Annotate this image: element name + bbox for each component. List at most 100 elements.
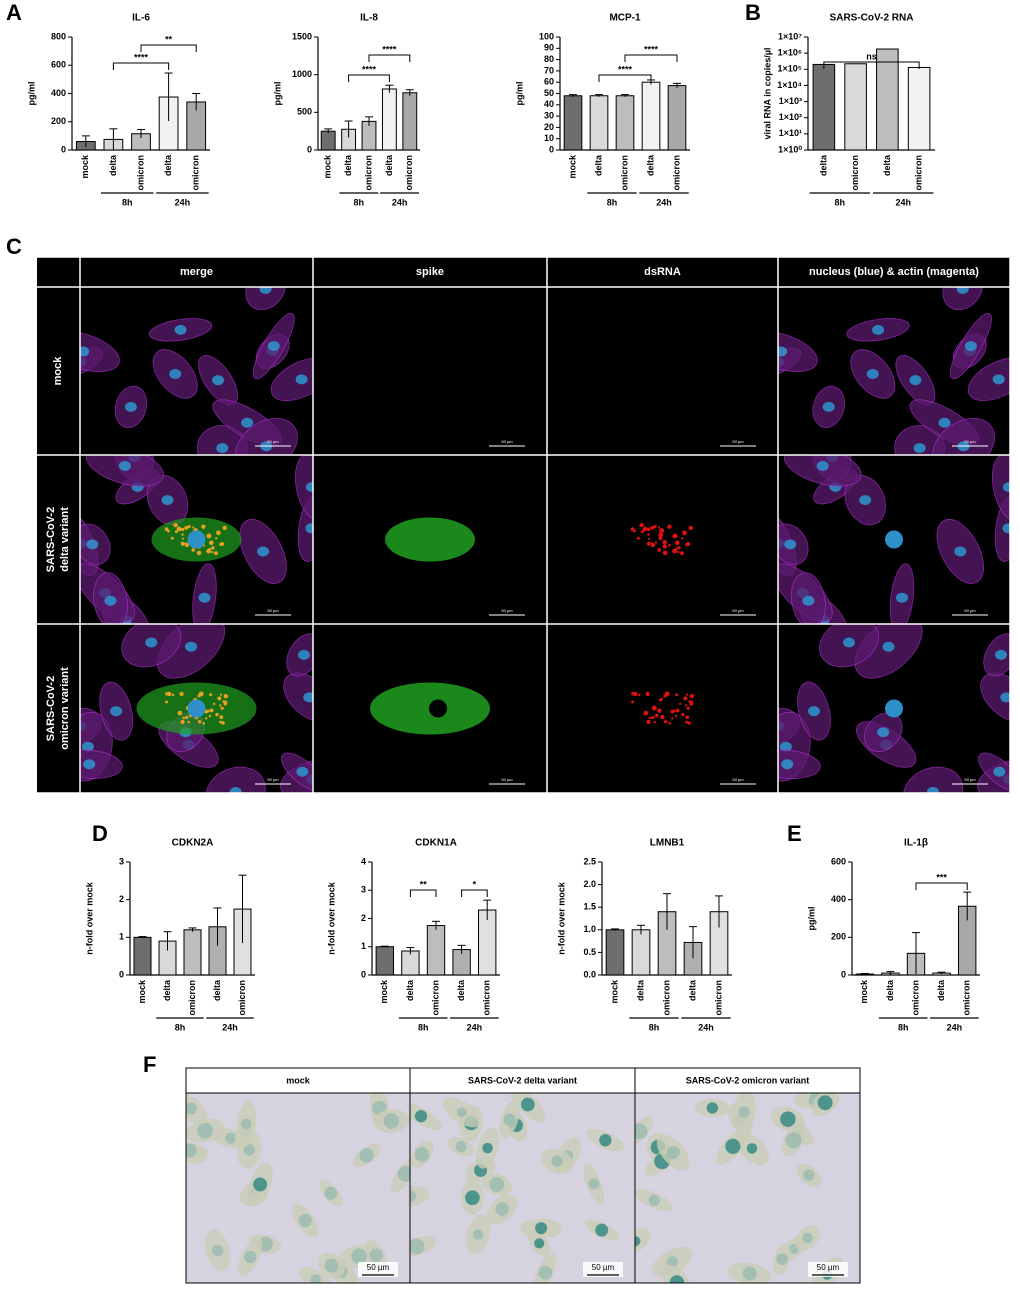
dsrna-signal: [685, 542, 689, 547]
dsrna-signal: [167, 529, 170, 533]
column-header: SARS-CoV-2 delta variant: [468, 1075, 577, 1085]
dsrna-signal: [662, 539, 667, 545]
dsrna-signal: [647, 537, 651, 540]
dsrna-signal: [196, 550, 202, 556]
nucleus: [778, 346, 788, 357]
bar: [589, 95, 609, 151]
y-tick-label: 60: [544, 77, 554, 87]
y-tick-label: 10: [544, 133, 554, 143]
significance-bracket: [409, 889, 437, 897]
chart-title: IL-8: [360, 13, 378, 24]
x-tick-label: omicron: [910, 980, 920, 1016]
dsrna-signal: [174, 530, 178, 534]
nucleus: [259, 287, 272, 294]
bar: [402, 92, 418, 151]
dsrna-signal: [685, 720, 688, 724]
scale-bar-label: 50 µm: [367, 1263, 390, 1272]
chart-title: LMNB1: [650, 838, 685, 849]
dsrna-signal: [222, 525, 227, 531]
dsrna-signal: [182, 716, 185, 720]
dsrna-signal: [221, 721, 225, 725]
nucleus: [118, 460, 131, 471]
dsrna-signal: [636, 536, 640, 540]
nucleus: [635, 1123, 648, 1140]
nucleus: [1002, 482, 1010, 493]
scale-box: [808, 1262, 848, 1277]
nucleus: [324, 1258, 339, 1273]
dsrna-signal: [651, 715, 655, 719]
dsrna-signal: [197, 719, 202, 724]
dsrna-signal: [687, 721, 691, 725]
nucleus: [241, 417, 254, 428]
dsrna-signal: [176, 526, 182, 532]
dsrna-signal: [184, 525, 189, 530]
dsrna-signal: [683, 696, 688, 701]
scale-box: [583, 1262, 623, 1277]
bar: [381, 88, 397, 151]
group-label: 24h: [222, 1022, 238, 1032]
dsrna-signal: [664, 691, 670, 697]
nucleus: [414, 1147, 430, 1162]
nucleus: [305, 482, 313, 493]
micrograph-content: [385, 517, 475, 562]
nucleus: [535, 1222, 548, 1235]
dsrna-signal: [209, 540, 214, 545]
nucleus: [802, 1232, 813, 1244]
y-axis-label: pg/ml: [26, 82, 36, 106]
dsrna-signal: [637, 693, 641, 697]
dsrna-signal: [672, 550, 675, 553]
nucleus: [803, 1169, 815, 1181]
dsrna-signal: [633, 529, 636, 533]
dsrna-signal: [639, 522, 644, 528]
dsrna-signal: [650, 525, 655, 530]
dsrna-signal: [677, 546, 681, 550]
nucleus: [1002, 523, 1010, 534]
nucleus: [780, 1111, 796, 1127]
nucleus: [738, 1106, 750, 1118]
row-label: mock: [52, 356, 64, 386]
y-tick-label: 1×10⁷: [778, 31, 802, 41]
micrograph-content: [778, 287, 1010, 455]
x-tick-label: omicron: [713, 980, 723, 1016]
x-tick-label: omicron: [404, 155, 414, 191]
bar: [876, 48, 899, 151]
x-tick-label: omicron: [962, 980, 972, 1016]
nucleus: [229, 786, 242, 793]
infected-nucleus: [885, 530, 903, 549]
x-tick-label: omicron: [135, 155, 145, 191]
dsrna-signal: [685, 715, 690, 720]
significance-bracket: [624, 54, 678, 62]
dsrna-signal: [219, 715, 224, 720]
nucleus: [257, 546, 270, 557]
column-header: merge: [180, 266, 213, 278]
nucleus: [83, 759, 96, 770]
micrograph: 50 µm: [385, 517, 525, 616]
x-tick-label: delta: [885, 979, 895, 1001]
scale-bar-label: 50 µm: [501, 608, 513, 613]
bar: [844, 63, 867, 151]
x-tick-label: mock: [379, 979, 389, 1004]
nucleus: [927, 786, 940, 793]
scale-bar-label: 50 µm: [267, 777, 279, 782]
chart-title: IL-6: [132, 13, 150, 24]
nucleus: [383, 1113, 400, 1129]
y-axis-label: pg/ml: [514, 82, 524, 106]
bar: [631, 929, 651, 976]
x-tick-label: delta: [384, 154, 394, 176]
nucleus: [243, 1250, 257, 1264]
nucleus: [351, 1248, 367, 1265]
y-tick-label: 500: [297, 107, 312, 117]
significance-label: **: [420, 879, 428, 889]
chart-title: CDKN2A: [172, 838, 214, 849]
dsrna-signal: [686, 706, 690, 710]
significance-bracket: [348, 74, 390, 82]
nucleus: [1000, 692, 1010, 703]
nucleus: [324, 1186, 338, 1200]
nucleus: [296, 766, 309, 777]
scale-bar-label: 50 µm: [964, 777, 976, 782]
nucleus: [742, 1266, 757, 1281]
x-tick-label: delta: [593, 154, 603, 176]
nucleus: [216, 443, 229, 454]
dsrna-signal: [672, 709, 676, 713]
significance-bracket: [368, 54, 411, 62]
